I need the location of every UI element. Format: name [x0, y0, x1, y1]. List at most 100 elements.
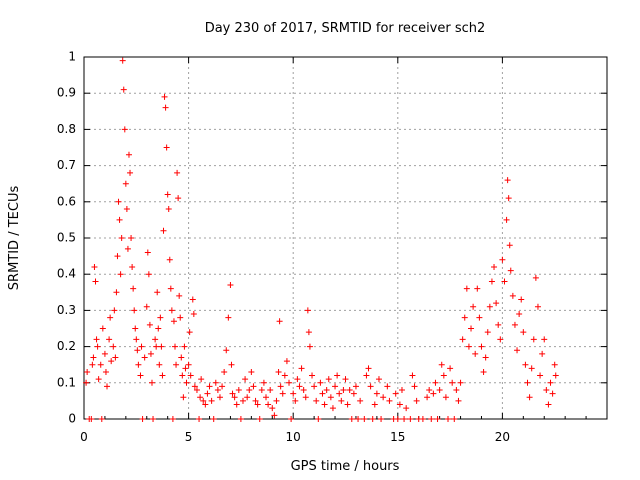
- data-point: [346, 387, 353, 394]
- data-point: [93, 336, 100, 343]
- data-point: [338, 397, 345, 404]
- data-point: [541, 336, 548, 343]
- data-point: [482, 354, 489, 361]
- data-point: [133, 336, 140, 343]
- data-point: [227, 282, 234, 289]
- data-point: [384, 383, 391, 390]
- data-point: [373, 390, 380, 397]
- data-point: [495, 321, 502, 328]
- data-point: [398, 387, 405, 394]
- data-point: [110, 343, 117, 350]
- data-point: [434, 416, 441, 422]
- data-point: [216, 394, 223, 401]
- data-point: [89, 361, 96, 368]
- data-point: [144, 249, 151, 256]
- data-point: [455, 397, 462, 404]
- data-point: [196, 416, 203, 422]
- data-point: [123, 206, 130, 213]
- data-point: [182, 365, 189, 372]
- data-point: [176, 292, 183, 299]
- data-point: [396, 401, 403, 408]
- data-point: [225, 314, 232, 321]
- data-point: [493, 300, 500, 307]
- data-point: [275, 368, 282, 375]
- data-point: [148, 379, 155, 386]
- data-point: [522, 361, 529, 368]
- data-point: [407, 416, 414, 422]
- data-point: [107, 314, 114, 321]
- data-point: [392, 390, 399, 397]
- data-point: [315, 416, 322, 422]
- data-point: [139, 416, 146, 422]
- y-axis-label: SRMTID / TECUs: [7, 186, 22, 291]
- data-point: [357, 397, 364, 404]
- data-point: [267, 387, 274, 394]
- data-point: [342, 376, 349, 383]
- data-point: [174, 169, 181, 176]
- data-point: [545, 401, 552, 408]
- x-tick-label: 20: [495, 430, 510, 444]
- data-point: [183, 379, 190, 386]
- data-point: [239, 397, 246, 404]
- data-point: [186, 329, 193, 336]
- data-point: [501, 278, 508, 285]
- data-point: [311, 383, 318, 390]
- x-tick-label: 10: [286, 430, 301, 444]
- data-point: [507, 267, 514, 274]
- data-point: [95, 376, 102, 383]
- data-point: [499, 256, 506, 263]
- data-point: [552, 372, 559, 379]
- data-point: [165, 206, 172, 213]
- data-point: [206, 383, 213, 390]
- data-point: [83, 379, 90, 386]
- data-point: [223, 347, 230, 354]
- data-point: [191, 383, 198, 390]
- data-point: [474, 285, 481, 292]
- data-point: [179, 372, 186, 379]
- data-point: [497, 336, 504, 343]
- data-point: [127, 169, 134, 176]
- data-point: [304, 307, 311, 314]
- data-point: [329, 405, 336, 412]
- data-point: [263, 394, 270, 401]
- data-point: [367, 383, 374, 390]
- data-point: [84, 368, 91, 375]
- data-point: [108, 358, 115, 365]
- data-point: [442, 394, 449, 401]
- data-point: [476, 314, 483, 321]
- data-point: [516, 311, 523, 318]
- data-point: [551, 361, 558, 368]
- y-tick-label: 0: [68, 412, 76, 426]
- y-tick-label: 0.8: [57, 122, 76, 136]
- data-point: [120, 86, 127, 93]
- data-point: [156, 361, 163, 368]
- data-points: [83, 57, 559, 422]
- data-point: [135, 361, 142, 368]
- data-point: [91, 263, 98, 270]
- data-point: [532, 274, 539, 281]
- data-point: [319, 390, 326, 397]
- data-point: [288, 416, 295, 422]
- data-point: [350, 390, 357, 397]
- data-point: [219, 383, 226, 390]
- data-point: [189, 296, 196, 303]
- data-point: [286, 379, 293, 386]
- data-point: [419, 416, 426, 422]
- grid-lines: [84, 57, 607, 419]
- x-tick-label: 15: [390, 430, 405, 444]
- data-point: [509, 292, 516, 299]
- data-point: [265, 401, 272, 408]
- data-point: [246, 387, 253, 394]
- data-point: [321, 401, 328, 408]
- data-point: [313, 397, 320, 404]
- data-point: [122, 180, 129, 187]
- x-axis-label: GPS time / hours: [291, 459, 400, 474]
- data-point: [269, 405, 276, 412]
- data-point: [115, 198, 122, 205]
- y-tick-label: 0.2: [57, 339, 76, 353]
- data-point: [461, 314, 468, 321]
- data-point: [175, 195, 182, 202]
- data-point: [154, 289, 161, 296]
- data-point: [167, 285, 174, 292]
- data-point: [305, 329, 312, 336]
